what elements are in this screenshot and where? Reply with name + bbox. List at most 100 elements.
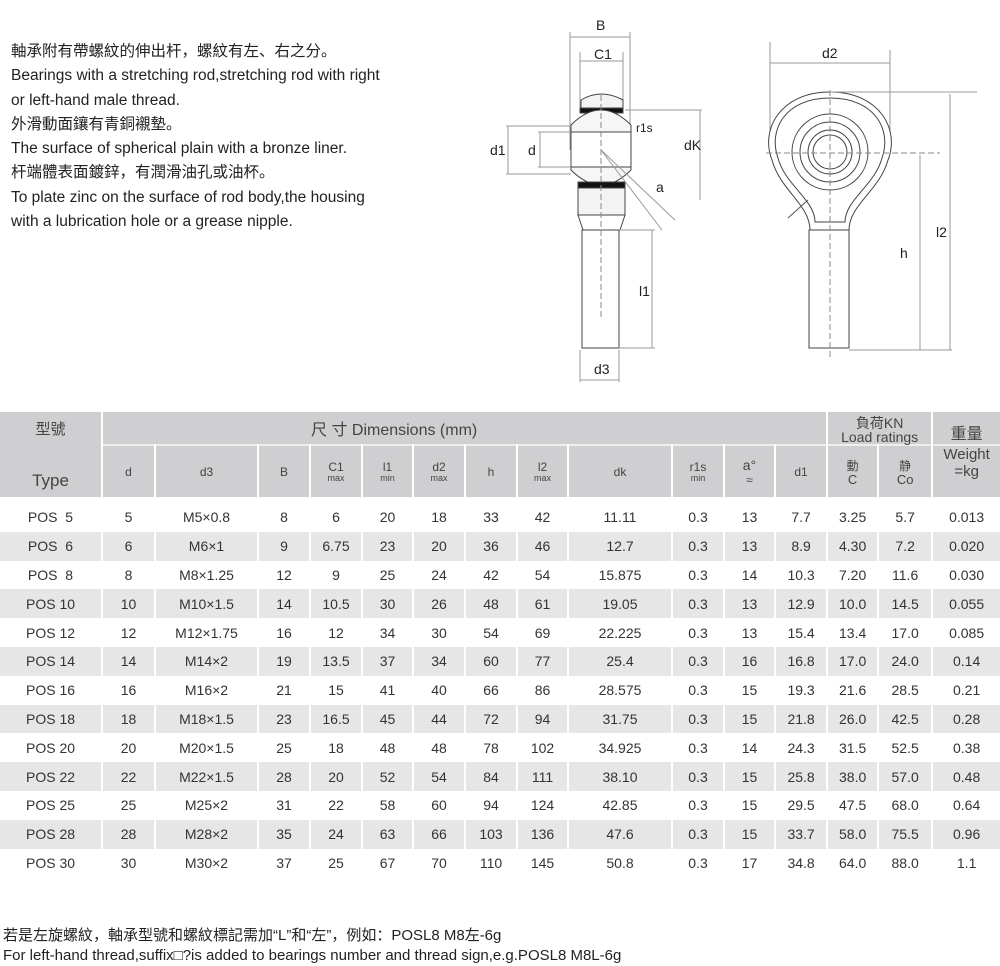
value-cell: 22 bbox=[102, 762, 156, 791]
value-cell: 25 bbox=[102, 790, 156, 820]
value-cell: 31.5 bbox=[827, 733, 880, 763]
col-header: l2 max bbox=[517, 444, 569, 497]
value-cell: 103 bbox=[465, 819, 518, 849]
value-cell: 25 bbox=[258, 733, 311, 763]
value-cell: 5 bbox=[102, 503, 156, 532]
type-cell: POS 25 bbox=[0, 790, 103, 820]
value-cell: 22 bbox=[310, 790, 363, 820]
value-cell: 94 bbox=[517, 704, 569, 734]
value-cell: M8×1.25 bbox=[155, 560, 259, 590]
front-view bbox=[766, 42, 977, 360]
value-cell: 11.11 bbox=[568, 503, 673, 532]
value-cell: 3.25 bbox=[827, 503, 880, 532]
intro-line: with a lubrication hole or a grease nipp… bbox=[11, 213, 293, 231]
type-cell: POS 22 bbox=[0, 762, 103, 791]
value-cell: 21.6 bbox=[827, 675, 880, 705]
value-cell: 13.4 bbox=[827, 618, 880, 647]
value-cell: 16 bbox=[258, 618, 311, 647]
value-cell: 6.75 bbox=[310, 531, 363, 561]
value-cell: 0.3 bbox=[672, 618, 725, 647]
type-cell: POS 20 bbox=[0, 733, 103, 763]
value-cell: 63 bbox=[362, 819, 414, 849]
value-cell: 42 bbox=[517, 503, 569, 532]
value-cell: 136 bbox=[517, 819, 569, 849]
value-cell: 0.38 bbox=[932, 733, 1000, 763]
weight-cn-header: 重量 bbox=[932, 412, 1000, 445]
value-cell: 1.1 bbox=[932, 848, 1000, 878]
label-dk: dK bbox=[684, 137, 702, 153]
value-cell: 15 bbox=[724, 762, 776, 791]
value-cell: 75.5 bbox=[878, 819, 934, 849]
value-cell: M14×2 bbox=[155, 646, 259, 676]
value-cell: 18 bbox=[413, 503, 466, 532]
value-cell: 0.3 bbox=[672, 733, 725, 763]
value-cell: 9 bbox=[258, 531, 311, 561]
weight-en-header: Weight =kg bbox=[932, 444, 1000, 497]
specs-table: 型號 尺 寸 Dimensions (mm) 負荷KN Load ratings … bbox=[0, 412, 1000, 878]
value-cell: 54 bbox=[465, 618, 518, 647]
value-cell: M6×1 bbox=[155, 531, 259, 561]
value-cell: 6 bbox=[310, 503, 363, 532]
dimensions-header: 尺 寸 Dimensions (mm) bbox=[102, 412, 829, 445]
type-cell: POS 12 bbox=[0, 618, 103, 647]
value-cell: 66 bbox=[465, 675, 518, 705]
value-cell: 19.05 bbox=[568, 589, 673, 619]
value-cell: 10.0 bbox=[827, 589, 880, 619]
load-ratings-header: 負荷KN Load ratings bbox=[827, 412, 934, 445]
col-header: l1 min bbox=[362, 444, 414, 497]
value-cell: M10×1.5 bbox=[155, 589, 259, 619]
label-r1s: r1s bbox=[636, 121, 653, 135]
value-cell: 102 bbox=[517, 733, 569, 763]
value-cell: 7.2 bbox=[878, 531, 934, 561]
intro-line: 杆端體表面鍍鋅，有潤滑油孔或油杯。 bbox=[11, 164, 275, 182]
value-cell: 8 bbox=[102, 560, 156, 590]
value-cell: 24.3 bbox=[775, 733, 829, 763]
value-cell: 0.28 bbox=[932, 704, 1000, 734]
value-cell: 15 bbox=[724, 704, 776, 734]
value-cell: 86 bbox=[517, 675, 569, 705]
footer-note: 若是左旋螺紋，軸承型號和螺紋標記需加“L”和“左”，例如：POSL8 M8左-6… bbox=[3, 926, 621, 966]
value-cell: 47.6 bbox=[568, 819, 673, 849]
value-cell: 12 bbox=[258, 560, 311, 590]
value-cell: 58.0 bbox=[827, 819, 880, 849]
value-cell: 16.5 bbox=[310, 704, 363, 734]
value-cell: 23 bbox=[362, 531, 414, 561]
value-cell: 77 bbox=[517, 646, 569, 676]
value-cell: 13 bbox=[724, 531, 776, 561]
value-cell: 15 bbox=[724, 675, 776, 705]
intro-line: Bearings with a stretching rod,stretchin… bbox=[11, 67, 380, 85]
value-cell: 0.3 bbox=[672, 762, 725, 791]
value-cell: 0.030 bbox=[932, 560, 1000, 590]
value-cell: 10 bbox=[102, 589, 156, 619]
table-row: POS 28 28 M28×2 35 24 63 66 103 136 47.6 0.3 15 33.7… bbox=[0, 819, 1000, 849]
label-B: B bbox=[596, 17, 605, 33]
value-cell: 0.3 bbox=[672, 704, 725, 734]
value-cell: 48 bbox=[465, 589, 518, 619]
value-cell: 48 bbox=[362, 733, 414, 763]
value-cell: M12×1.75 bbox=[155, 618, 259, 647]
value-cell: 44 bbox=[413, 704, 466, 734]
value-cell: 0.055 bbox=[932, 589, 1000, 619]
value-cell: 15 bbox=[310, 675, 363, 705]
value-cell: 34 bbox=[413, 646, 466, 676]
value-cell: 0.3 bbox=[672, 675, 725, 705]
value-cell: 54 bbox=[517, 560, 569, 590]
value-cell: 42 bbox=[465, 560, 518, 590]
value-cell: 10.5 bbox=[310, 589, 363, 619]
value-cell: 34 bbox=[362, 618, 414, 647]
value-cell: 12.7 bbox=[568, 531, 673, 561]
col-header: d3 bbox=[155, 444, 259, 497]
value-cell: 24 bbox=[310, 819, 363, 849]
table-row: POS 10 10 M10×1.5 14 10.5 30 26 48 61 19.05 0.3 13 1… bbox=[0, 589, 1000, 619]
type-cell: POS 10 bbox=[0, 589, 103, 619]
value-cell: 31 bbox=[258, 790, 311, 820]
value-cell: 24.0 bbox=[878, 646, 934, 676]
value-cell: 88.0 bbox=[878, 848, 934, 878]
table-row: POS 18 18 M18×1.5 23 16.5 45 44 72 94 31.75 0.3 15 2… bbox=[0, 704, 1000, 734]
table-row: POS 6 6 M6×1 9 6.75 23 20 36 46 12.7 0.3 13 8.9 4.30 7… bbox=[0, 531, 1000, 561]
footer-line-cn: 若是左旋螺紋，軸承型號和螺紋標記需加“L”和“左”，例如：POSL8 M8左-6… bbox=[3, 927, 502, 944]
table-header: 型號 尺 寸 Dimensions (mm) 負荷KN Load ratings … bbox=[0, 412, 1000, 503]
value-cell: 15.4 bbox=[775, 618, 829, 647]
value-cell: 42.85 bbox=[568, 790, 673, 820]
type-cell: POS 14 bbox=[0, 646, 103, 676]
